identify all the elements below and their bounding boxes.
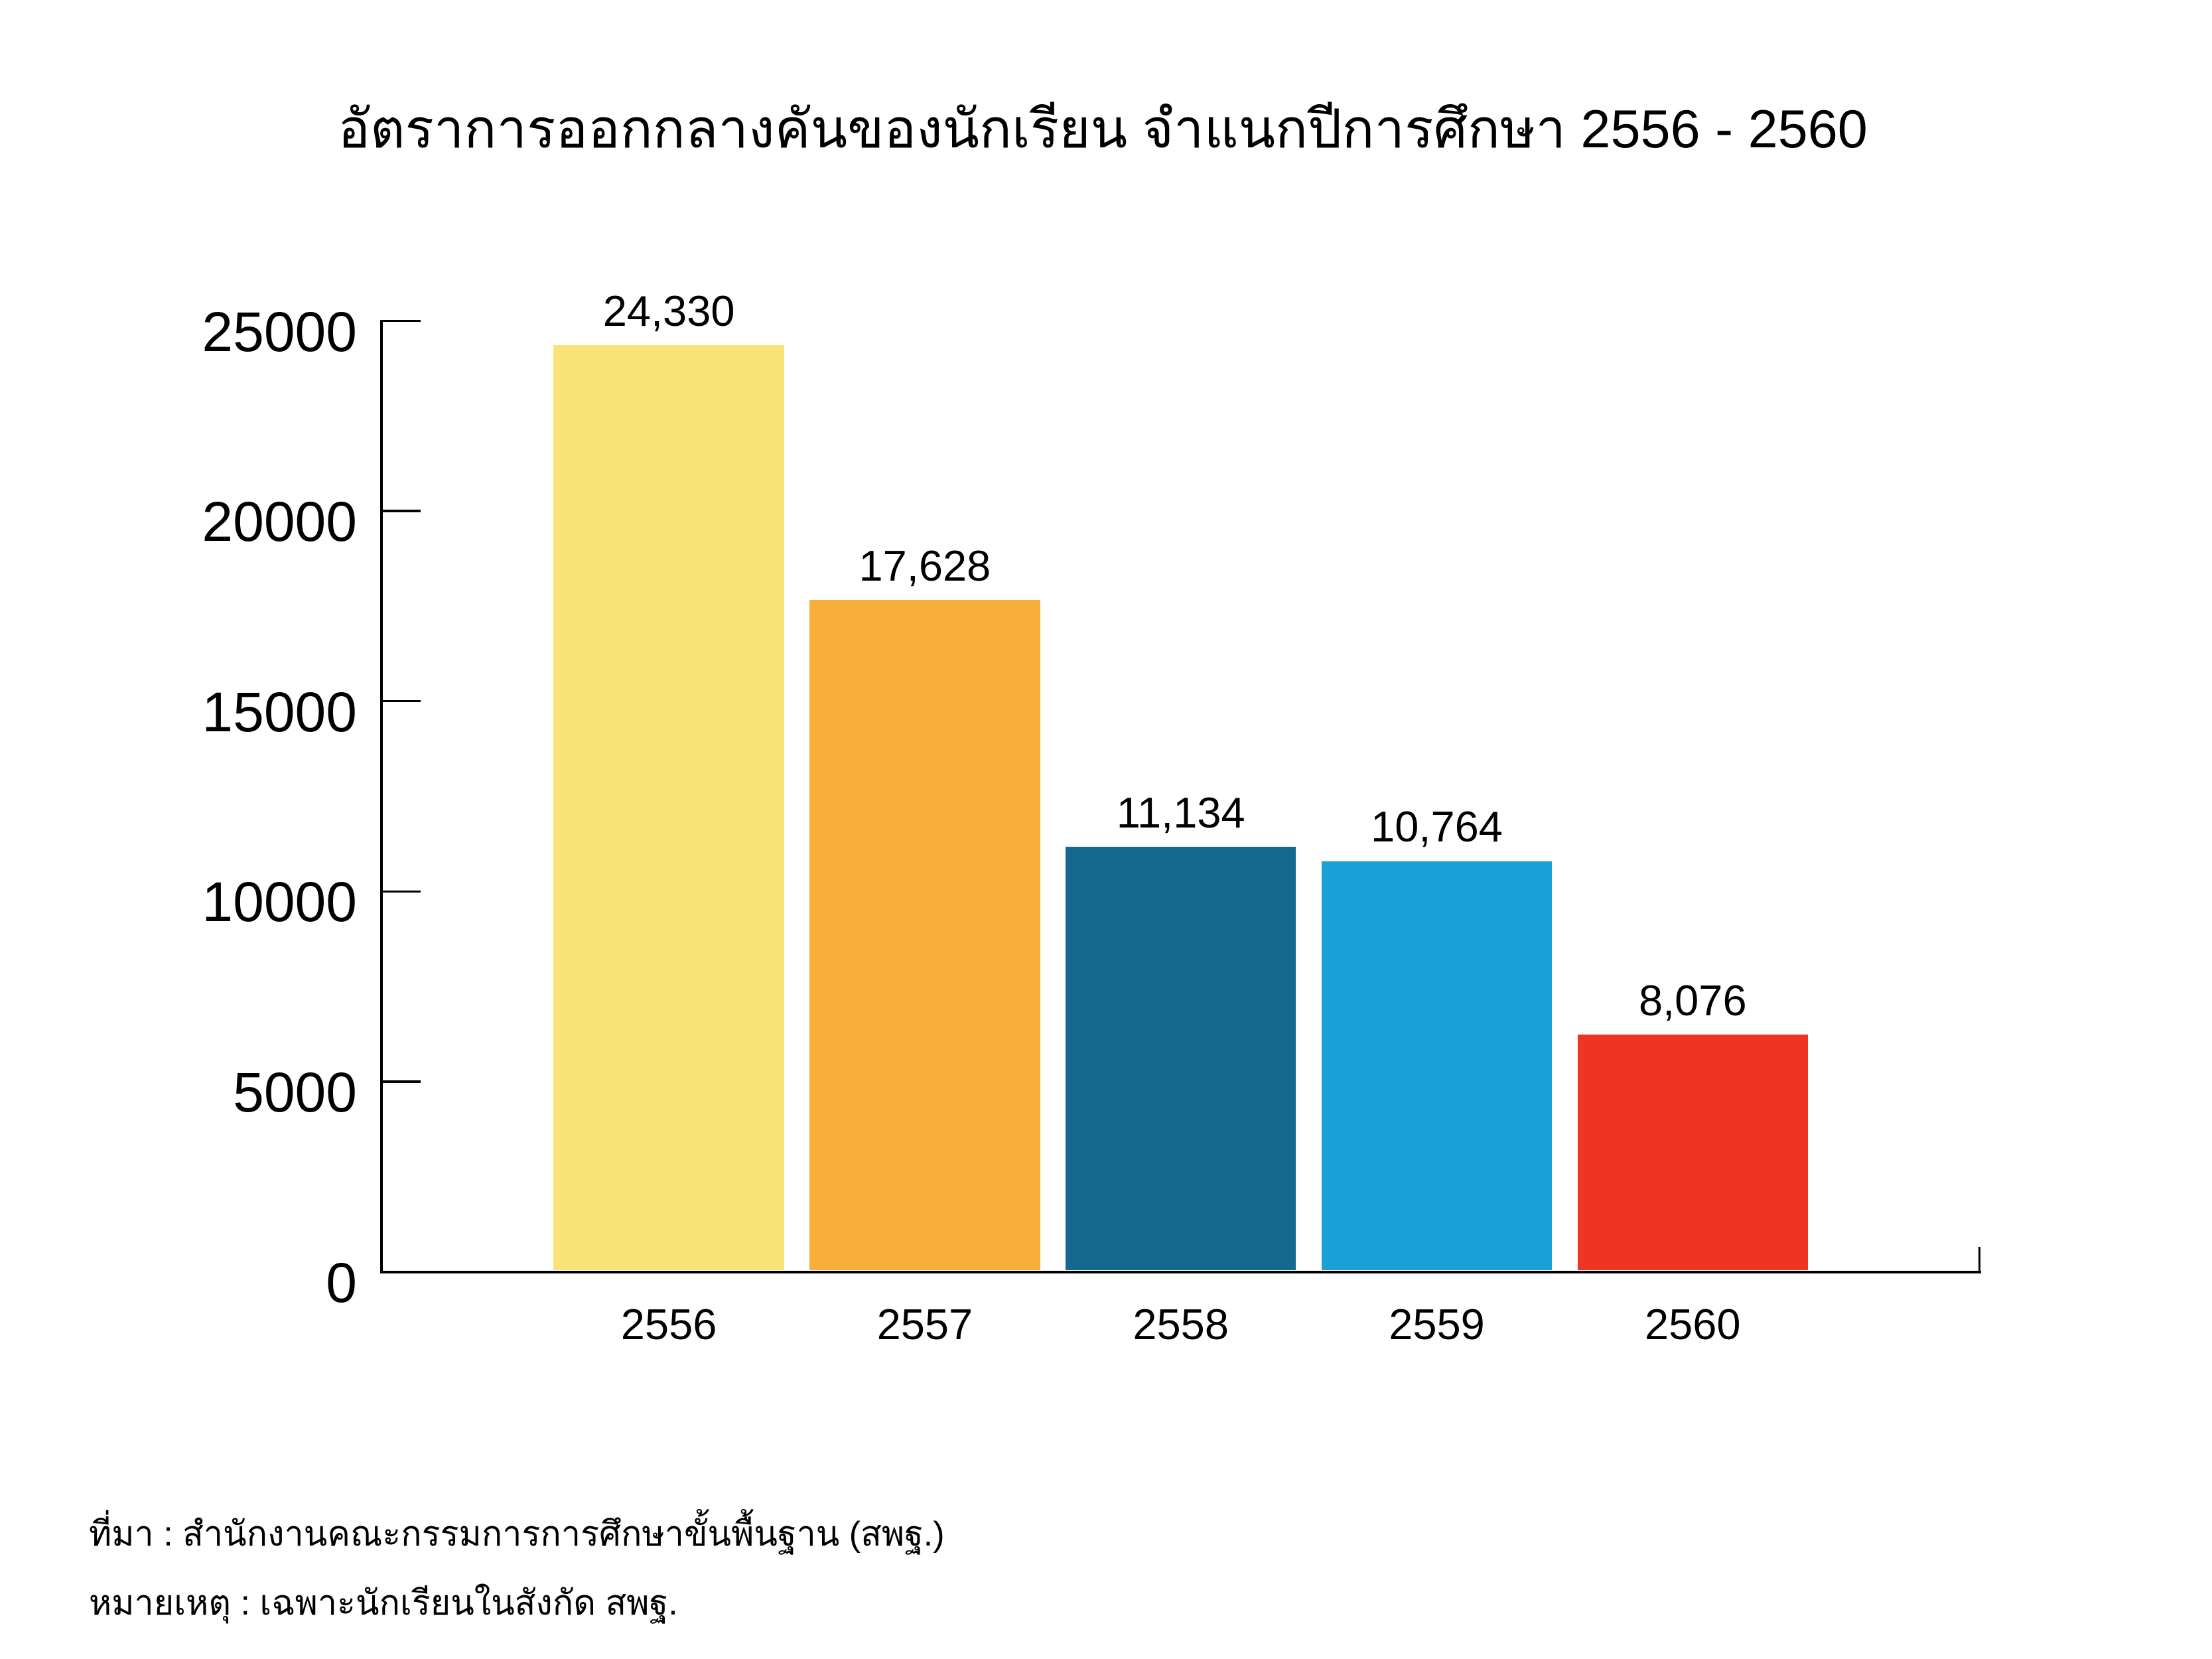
bar-2556 [553, 344, 784, 1271]
bar-value-label-2559: 10,764 [1371, 802, 1503, 851]
y-tick-label-15000: 15000 [202, 680, 357, 743]
y-tick-label-5000: 5000 [233, 1060, 357, 1123]
bar-2559 [1321, 861, 1553, 1271]
bar-2557 [809, 600, 1040, 1271]
y-tick-label-25000: 25000 [202, 300, 357, 363]
bar-2560 [1577, 1035, 1808, 1271]
x-tick-label-2556: 2556 [620, 1300, 717, 1348]
x-tick-label-2557: 2557 [876, 1300, 973, 1348]
y-tick-mark-20000 [381, 510, 421, 512]
chart-title: อัตราการออกกลางคันของนักเรียน จำแนกปีการ… [338, 100, 1868, 159]
x-tick-label-2559: 2559 [1389, 1300, 1485, 1348]
y-tick-mark-15000 [381, 699, 421, 703]
y-tick-mark-25000 [381, 319, 421, 323]
y-tick-label-0: 0 [326, 1251, 357, 1314]
bar-value-label-2556: 24,330 [602, 286, 735, 335]
x-axis-line [380, 1270, 1981, 1273]
source-note: ที่มา : สำนักงานคณะกรรมการการศึกษาขั้นพื… [89, 1515, 945, 1553]
remark-note: หมายเหตุ : เฉพาะนักเรียนในสังกัด สพฐ. [89, 1584, 678, 1623]
bar-value-label-2560: 8,076 [1638, 975, 1747, 1025]
bar-value-label-2558: 11,134 [1116, 788, 1245, 837]
x-tick-label-2558: 2558 [1133, 1300, 1229, 1348]
x-axis-end-tick [1978, 1246, 1981, 1272]
y-tick-label-10000: 10000 [202, 871, 357, 934]
bar-value-label-2557: 17,628 [859, 541, 991, 590]
y-axis-line [380, 319, 383, 1272]
y-tick-mark-5000 [381, 1080, 421, 1083]
x-tick-label-2560: 2560 [1644, 1300, 1741, 1348]
y-tick-mark-10000 [381, 890, 421, 893]
bar-2558 [1066, 847, 1296, 1271]
y-tick-label-20000: 20000 [202, 490, 357, 553]
